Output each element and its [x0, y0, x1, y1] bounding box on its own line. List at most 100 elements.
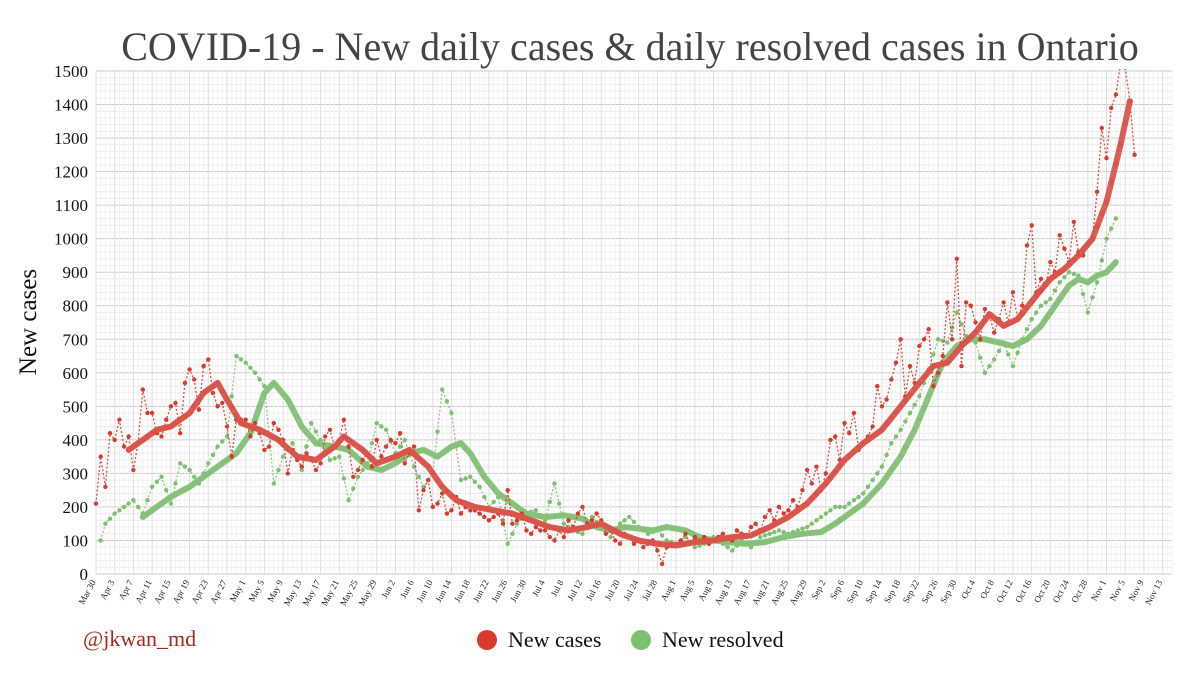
daily-point — [318, 461, 323, 466]
daily-point — [477, 484, 482, 489]
daily-point — [332, 456, 337, 461]
daily-point — [949, 337, 955, 342]
smoothed-point — [837, 463, 843, 469]
daily-point — [589, 518, 595, 523]
y-tick-label: 1300 — [54, 129, 88, 148]
daily-point — [776, 528, 782, 533]
smoothed-point — [851, 507, 857, 514]
daily-point — [248, 365, 253, 370]
smoothed-point — [1038, 323, 1044, 329]
smoothed-point — [261, 429, 268, 436]
smoothed-point — [547, 513, 553, 520]
x-tick-label: May 1 — [228, 578, 248, 603]
daily-point — [210, 452, 216, 458]
daily-point — [659, 561, 665, 567]
daily-point — [360, 467, 365, 473]
smoothed-point — [486, 506, 492, 513]
daily-point — [870, 424, 875, 429]
x-tick-label: Sep 30 — [938, 578, 959, 605]
smoothed-point — [285, 396, 291, 403]
smoothed-point — [518, 507, 525, 514]
y-tick-label: 800 — [63, 297, 89, 316]
daily-point — [402, 437, 407, 443]
smoothed-point — [729, 534, 735, 540]
smoothed-point — [439, 450, 446, 457]
daily-point — [304, 451, 309, 456]
legend-label-new-resolved: New resolved — [662, 627, 784, 652]
daily-point — [252, 370, 258, 375]
smoothed-point — [911, 427, 918, 433]
legend-marker-new-resolved — [631, 630, 651, 650]
y-tick-label: 1400 — [54, 96, 88, 115]
x-tick-label: Sep 10 — [845, 578, 866, 605]
smoothed-point — [135, 440, 141, 447]
daily-point — [1062, 275, 1067, 280]
daily-point — [973, 320, 978, 325]
smoothed-point — [242, 422, 249, 428]
smoothed-point — [1033, 292, 1040, 299]
smoothed-point — [1122, 120, 1128, 126]
x-tick-label: Jun 14 — [433, 578, 453, 604]
x-tick-label: Jul 8 — [549, 578, 566, 598]
smoothed-point — [191, 480, 197, 487]
smoothed-point — [210, 383, 216, 390]
daily-point — [781, 529, 786, 535]
daily-point — [383, 444, 389, 449]
smoothed-point — [472, 458, 478, 464]
smoothed-point — [710, 537, 717, 544]
smoothed-point — [687, 540, 693, 546]
smoothed-point — [991, 315, 997, 321]
daily-point — [842, 504, 847, 510]
smoothed-point — [542, 514, 548, 520]
smoothed-point — [766, 524, 773, 530]
daily-point — [823, 511, 828, 516]
smoothed-point — [841, 457, 848, 463]
smoothed-point — [902, 444, 909, 451]
daily-point — [580, 504, 585, 510]
smoothed-point — [317, 441, 324, 447]
daily-point — [178, 431, 183, 436]
daily-point — [1015, 350, 1020, 355]
daily-point — [921, 337, 927, 342]
smoothed-point — [626, 534, 633, 540]
daily-point — [1038, 276, 1044, 282]
daily-point — [388, 437, 393, 443]
daily-point — [159, 434, 164, 439]
daily-point — [1038, 303, 1044, 308]
daily-point — [145, 410, 150, 416]
daily-point — [299, 467, 304, 473]
smoothed-point — [678, 526, 684, 533]
daily-point — [1071, 219, 1077, 225]
smoothed-point — [673, 542, 679, 549]
smoothed-point — [963, 338, 969, 345]
smoothed-point — [771, 521, 778, 528]
daily-point — [1099, 125, 1105, 131]
smoothed-point — [533, 512, 539, 519]
daily-point — [617, 521, 623, 526]
smoothed-point — [865, 437, 871, 443]
smoothed-point — [1080, 247, 1086, 253]
smoothed-point — [275, 385, 282, 392]
smoothed-point — [565, 513, 572, 519]
daily-point — [931, 384, 936, 389]
daily-point — [173, 481, 178, 486]
smoothed-point — [439, 484, 446, 490]
daily-point — [192, 474, 197, 479]
daily-point — [182, 464, 188, 469]
smoothed-point — [462, 500, 469, 507]
smoothed-point — [1019, 310, 1026, 317]
smoothed-point — [163, 497, 169, 504]
daily-point — [472, 479, 478, 484]
daily-point — [762, 533, 768, 538]
daily-point — [1109, 105, 1114, 111]
daily-point — [290, 441, 295, 446]
smoothed-point — [219, 388, 226, 395]
smoothed-point — [1047, 309, 1054, 316]
smoothed-point — [921, 374, 927, 381]
smoothed-point — [495, 508, 502, 514]
daily-point — [580, 531, 585, 536]
x-tick-label: Apr 3 — [98, 578, 117, 601]
smoothed-point — [280, 391, 286, 397]
daily-point — [215, 404, 220, 409]
